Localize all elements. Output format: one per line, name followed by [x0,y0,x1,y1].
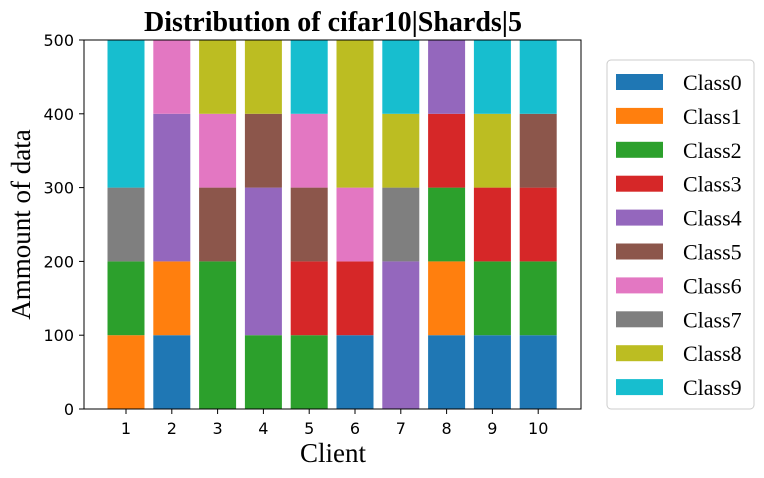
bar-segment-client-2-class0 [153,335,191,409]
y-tick-label: 300 [43,179,74,198]
x-tick-label: 5 [304,419,314,438]
y-axis-label: Ammount of data [6,129,36,319]
bar-segment-client-6-class6 [336,187,374,262]
bar-segment-client-4-class5 [244,113,282,188]
x-tick-label: 2 [167,419,177,438]
bar-segment-client-1-class9 [107,40,145,188]
x-tick-label: 8 [442,419,452,438]
bars-group [107,40,557,409]
bar-segment-client-3-class6 [199,113,237,188]
bar-segment-client-10-class5 [519,113,557,188]
legend-swatch-class9 [616,379,663,396]
legend-label-class2: Class2 [683,138,742,163]
bar-segment-client-5-class6 [290,113,328,188]
bar-segment-client-2-class1 [153,261,191,336]
x-tick-label: 1 [121,419,131,438]
chart-title: Distribution of cifar10|Shards|5 [144,7,522,38]
bar-segment-client-8-class3 [428,113,466,188]
bar-segment-client-3-class2 [199,261,237,409]
bar-segment-client-9-class3 [473,187,511,262]
legend-swatch-class8 [616,345,663,362]
bar-segment-client-4-class4 [244,187,282,336]
x-axis: 1 2 3 4 5 6 7 8 9 10 [121,409,548,438]
x-tick-label: 9 [487,419,497,438]
bar-segment-client-7-class4 [382,261,420,409]
legend-swatch-class2 [616,141,663,158]
legend-swatch-class4 [616,209,663,226]
bar-segment-client-9-class9 [473,40,511,114]
legend-label-class8: Class8 [683,341,742,366]
bar-segment-client-1-class1 [107,335,145,409]
x-tick-label: 6 [350,419,360,438]
bar-segment-client-2-class4 [153,113,191,262]
legend-label-class9: Class9 [683,375,742,400]
bar-segment-client-6-class0 [336,335,374,409]
bar-segment-client-7-class8 [382,113,420,188]
x-tick-label: 4 [258,419,268,438]
bar-segment-client-1-class2 [107,261,145,336]
y-tick-label: 0 [64,400,74,419]
legend-label-class5: Class5 [683,240,742,265]
legend-swatch-class5 [616,243,663,260]
bar-segment-client-2-class6 [153,40,191,114]
bar-segment-client-5-class2 [290,335,328,409]
bar-segment-client-8-class2 [428,187,466,262]
bar-segment-client-1-class7 [107,187,145,262]
legend-label-class0: Class0 [683,70,742,95]
y-tick-label: 400 [43,105,74,124]
legend-swatch-class1 [616,107,663,124]
legend: Class0 Class1 Class2 Class3 Class4 Class5 Clas… [606,59,755,410]
bar-segment-client-6-class8 [336,40,374,188]
bar-segment-client-10-class9 [519,40,557,114]
legend-label-class3: Class3 [683,172,742,197]
x-tick-label: 10 [528,419,548,438]
bar-segment-client-9-class0 [473,335,511,409]
x-tick-label: 7 [396,419,406,438]
y-axis: 0 100 200 300 400 500 [43,31,84,419]
legend-label-class4: Class4 [683,206,742,231]
bar-segment-client-3-class5 [199,187,237,262]
bar-segment-client-4-class8 [244,40,282,114]
bar-segment-client-7-class9 [382,40,420,114]
plot-frame [83,39,582,410]
legend-swatch-class3 [616,175,663,192]
y-tick-label: 200 [43,252,74,271]
bar-segment-client-3-class8 [199,40,237,114]
bar-segment-client-8-class0 [428,335,466,409]
legend-swatch-class6 [616,277,663,294]
bar-segment-client-9-class8 [473,113,511,188]
bar-segment-client-5-class9 [290,40,328,114]
legend-swatch-class7 [616,311,663,328]
bar-segment-client-7-class7 [382,187,420,262]
legend-label-class1: Class1 [683,104,742,129]
bar-segment-client-10-class3 [519,187,557,262]
y-tick-label: 100 [43,326,74,345]
bar-segment-client-6-class3 [336,261,374,336]
x-tick-label: 3 [213,419,223,438]
legend-label-class6: Class6 [683,273,742,298]
bar-segment-client-10-class2 [519,261,557,336]
bar-segment-client-10-class0 [519,335,557,409]
bar-segment-client-8-class4 [428,40,466,114]
x-axis-label: Client [300,438,366,468]
bar-segment-client-8-class1 [428,261,466,336]
bar-segment-client-9-class2 [473,261,511,336]
y-tick-label: 500 [43,31,74,50]
legend-swatch-class0 [616,74,663,90]
legend-label-class7: Class7 [683,307,742,332]
bar-segment-client-5-class3 [290,261,328,336]
bar-segment-client-4-class2 [244,335,282,409]
bar-segment-client-5-class5 [290,187,328,262]
